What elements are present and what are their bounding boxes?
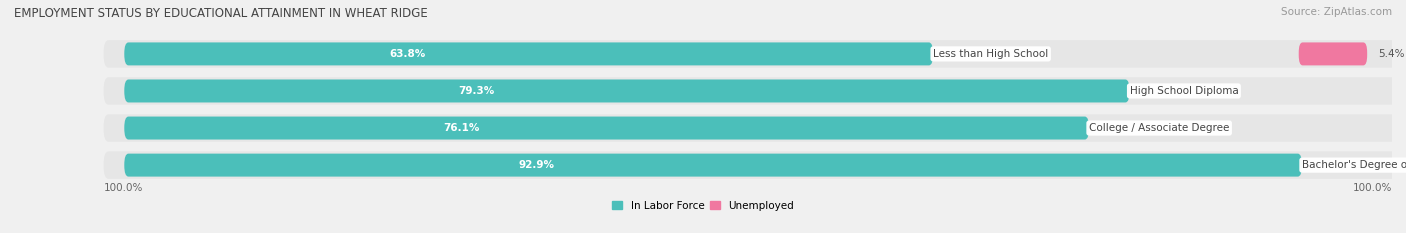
Text: 100.0%: 100.0% <box>104 183 143 193</box>
Text: 79.3%: 79.3% <box>458 86 495 96</box>
FancyBboxPatch shape <box>104 151 1406 179</box>
FancyBboxPatch shape <box>124 79 1129 103</box>
Text: 5.4%: 5.4% <box>1378 49 1405 59</box>
FancyBboxPatch shape <box>104 114 1406 142</box>
Text: 76.1%: 76.1% <box>444 123 479 133</box>
Text: 92.9%: 92.9% <box>519 160 554 170</box>
FancyBboxPatch shape <box>104 40 1406 68</box>
Text: Less than High School: Less than High School <box>934 49 1049 59</box>
Text: 63.8%: 63.8% <box>389 49 426 59</box>
FancyBboxPatch shape <box>1299 42 1367 65</box>
Text: EMPLOYMENT STATUS BY EDUCATIONAL ATTAINMENT IN WHEAT RIDGE: EMPLOYMENT STATUS BY EDUCATIONAL ATTAINM… <box>14 7 427 20</box>
FancyBboxPatch shape <box>104 77 1406 105</box>
FancyBboxPatch shape <box>124 116 1090 140</box>
FancyBboxPatch shape <box>124 42 934 65</box>
FancyBboxPatch shape <box>124 154 1302 177</box>
Text: 100.0%: 100.0% <box>1353 183 1392 193</box>
Text: High School Diploma: High School Diploma <box>1129 86 1239 96</box>
Legend: In Labor Force, Unemployed: In Labor Force, Unemployed <box>607 197 799 215</box>
Text: Source: ZipAtlas.com: Source: ZipAtlas.com <box>1281 7 1392 17</box>
Text: Bachelor's Degree or higher: Bachelor's Degree or higher <box>1302 160 1406 170</box>
Text: College / Associate Degree: College / Associate Degree <box>1090 123 1229 133</box>
